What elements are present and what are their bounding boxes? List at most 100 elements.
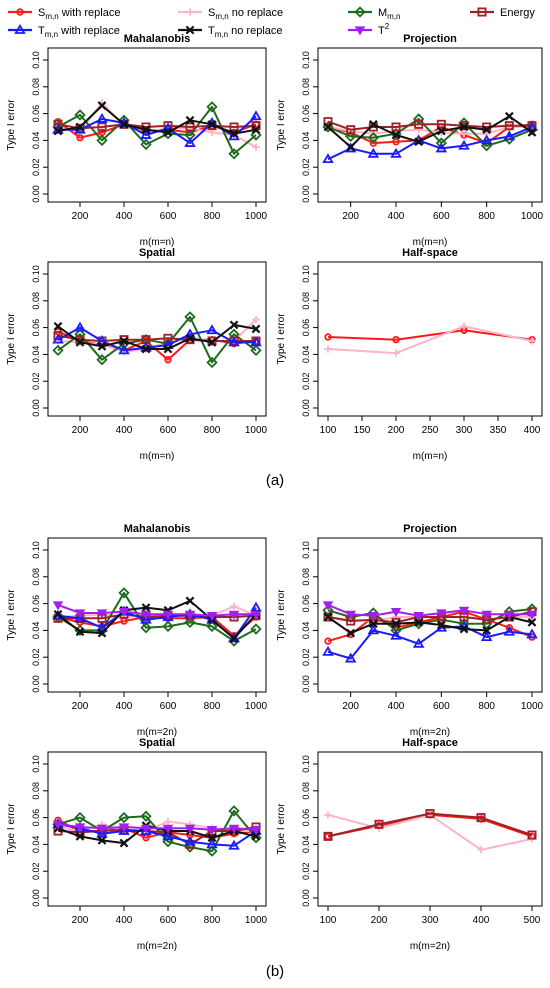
data-point (368, 619, 378, 629)
chart-title: Mahalanobis (124, 33, 191, 45)
series-line (327, 812, 533, 838)
data-point (140, 810, 152, 822)
data-point (505, 624, 514, 632)
data-point (323, 122, 333, 132)
series-line (57, 591, 257, 643)
data-point (140, 138, 152, 151)
legend-label: Sm,n with replace (38, 7, 120, 21)
y-tick-label: 0.10 (31, 265, 41, 283)
x-tick-label: 600 (160, 915, 177, 926)
y-tick-label: 0.02 (31, 648, 41, 666)
data-point (96, 609, 108, 619)
series-t-m-n-no-replace (53, 101, 261, 139)
data-point (119, 335, 129, 345)
data-point (458, 139, 470, 150)
data-point (436, 119, 446, 129)
y-axis-label: Type I error (276, 589, 287, 641)
data-point (206, 826, 218, 836)
y-axis-label: Type I error (6, 803, 17, 855)
data-point (504, 111, 514, 121)
y-tick-label: 0.00 (301, 185, 311, 203)
series-line (327, 325, 533, 355)
data-point (118, 811, 130, 824)
legend-marker (477, 7, 487, 17)
data-point (163, 127, 173, 137)
data-point (390, 629, 402, 640)
data-point (185, 596, 195, 606)
legend-item-t-m-n-no-replace: Tm,n no replace (178, 25, 283, 39)
series-line (58, 613, 257, 620)
data-point (74, 321, 86, 332)
x-axis-label: m(m=2n) (410, 727, 450, 738)
y-tick-label: 0.04 (301, 346, 311, 364)
data-point (206, 612, 218, 622)
y-tick-label: 0.00 (301, 675, 311, 693)
series-t-m-n-no-replace (323, 111, 537, 152)
data-point (322, 153, 334, 164)
data-point (392, 335, 400, 344)
data-point (96, 827, 108, 838)
y-axis-label: Type I error (6, 589, 17, 641)
y-tick-label: 0.08 (31, 782, 41, 800)
y-tick-label: 0.10 (31, 755, 41, 773)
data-point (527, 127, 537, 137)
chart-title: Mahalanobis (124, 523, 191, 535)
data-point (526, 610, 538, 620)
data-point (368, 119, 378, 129)
data-point (251, 125, 261, 135)
data-point (346, 142, 356, 152)
x-tick-label: 800 (478, 211, 495, 222)
data-point (141, 125, 151, 135)
panel-spatial-7: Spatial 0.00 0.02 0.04 0.06 0.08 0.10 Type I er… (6, 737, 268, 952)
y-tick-label: 0.04 (301, 836, 311, 854)
y-tick-label: 0.02 (301, 648, 311, 666)
x-tick-label: 200 (388, 425, 405, 436)
series-t2 (322, 601, 538, 622)
data-point (119, 336, 129, 346)
data-point (344, 130, 357, 143)
data-point (163, 344, 173, 354)
y-tick-label: 0.02 (31, 862, 41, 880)
data-point (527, 830, 537, 840)
data-point (96, 335, 108, 345)
data-point (206, 324, 218, 335)
legend-marker (186, 8, 194, 16)
data-point (250, 110, 262, 121)
data-point (52, 344, 64, 357)
series-t2 (52, 820, 262, 836)
x-tick-label: 1000 (245, 211, 268, 222)
data-point (185, 115, 195, 125)
panels: Mahalanobis 0.00 0.02 0.04 0.06 0.08 0.10 Type … (6, 33, 544, 952)
data-point (96, 112, 108, 123)
legend-marker (354, 6, 366, 18)
data-point (185, 333, 195, 343)
data-point (207, 833, 217, 843)
y-axis-label: Type I error (6, 99, 17, 151)
series-energy (323, 809, 537, 841)
data-point (118, 587, 130, 599)
data-point (162, 611, 174, 621)
data-point (460, 130, 468, 138)
data-point (184, 824, 196, 834)
data-point (368, 612, 379, 622)
data-point (206, 845, 218, 857)
y-tick-label: 0.06 (31, 105, 41, 123)
x-tick-label: 800 (204, 915, 221, 926)
y-tick-label: 0.04 (31, 346, 41, 364)
y-tick-label: 0.08 (301, 292, 311, 310)
data-point (504, 121, 514, 131)
data-point (476, 813, 486, 823)
data-point (162, 830, 174, 841)
data-point (118, 344, 130, 355)
y-axis-label: Type I error (276, 803, 287, 855)
caption-b: (b) (266, 963, 284, 980)
y-tick-label: 0.04 (31, 622, 41, 640)
series-line (57, 334, 256, 342)
data-point (97, 836, 107, 845)
plot-frame (47, 47, 267, 203)
y-tick-label: 0.08 (31, 568, 41, 586)
y-tick-label: 0.06 (31, 595, 41, 613)
x-axis-label: m(m=2n) (137, 941, 177, 952)
chart-title: Spatial (139, 737, 175, 749)
panel-half-space-4: Half-space 0.00 0.02 0.04 0.06 0.08 0.10 Type I… (276, 247, 543, 462)
